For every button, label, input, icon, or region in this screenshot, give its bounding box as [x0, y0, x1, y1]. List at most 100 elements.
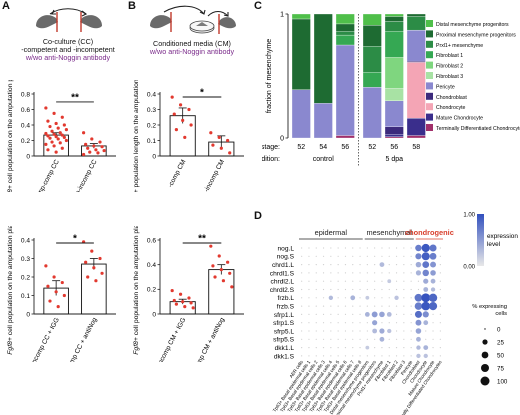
d-dot — [337, 305, 339, 307]
a-bottom-ytick-label: 0 — [26, 311, 30, 318]
panel-letter-c: C — [254, 0, 262, 12]
c-legend-label: Fibroblast 2 — [436, 64, 463, 70]
d-dot — [315, 272, 317, 274]
d-gene-label: nog.S — [277, 254, 295, 261]
b-bottom-point — [217, 254, 221, 258]
c-bar-segment — [384, 88, 404, 101]
a-top-point — [58, 131, 62, 135]
d-dot — [403, 355, 405, 357]
d-dot — [395, 347, 398, 349]
b-top-ytick-label: 0.1 — [147, 138, 156, 145]
d-dot — [374, 297, 376, 299]
d-dot — [352, 264, 354, 266]
d-dot — [359, 288, 361, 291]
d-dot — [423, 345, 429, 350]
d-dot — [352, 355, 354, 357]
c-legend-swatch — [426, 72, 433, 79]
d-dot — [330, 347, 332, 349]
panel-letter-d: D — [254, 210, 262, 222]
d-dot — [374, 305, 376, 307]
a-top-point — [64, 128, 68, 132]
d-gene-label: chrdl2.S — [270, 287, 295, 294]
d-color-tick: 0.00 — [463, 265, 475, 271]
d-dot — [395, 280, 398, 282]
c-legend-label: Pericyte — [436, 84, 455, 90]
d-dot — [352, 288, 354, 291]
d-dot — [301, 255, 303, 257]
a-bottom-ylabel-rest: cell population on the amputation plane … — [7, 226, 14, 337]
b-bottom-ytick-label: 0.2 — [147, 287, 156, 294]
d-dot — [423, 353, 428, 359]
c-bar-segment — [406, 29, 426, 62]
d-dot — [432, 338, 434, 340]
b-top-ytick-label: 0.2 — [147, 122, 156, 129]
d-dot — [439, 288, 441, 291]
b-bottom-point — [178, 292, 183, 296]
d-size-dot — [481, 351, 489, 359]
a-bottom-point — [92, 266, 96, 270]
d-dot — [308, 255, 310, 257]
d-gene-label: nog.L — [277, 245, 294, 252]
panel-letter-b: B — [128, 0, 136, 12]
panel-a-caption-3: w/wo anti-Noggin antibody — [25, 53, 111, 62]
d-dot — [366, 338, 368, 340]
d-dot — [322, 264, 325, 266]
d-dot — [301, 264, 303, 266]
c-bar-segment — [291, 18, 311, 90]
a-bottom-point — [94, 279, 98, 283]
d-dot — [337, 255, 339, 257]
a-top-point — [48, 124, 52, 129]
d-dot — [395, 313, 398, 315]
c-legend-label: Chondrocyte — [436, 105, 466, 111]
d-size-tick: 50 — [497, 352, 504, 359]
d-dot — [403, 305, 405, 307]
a-bottom-point — [86, 275, 90, 279]
d-dot — [439, 355, 441, 357]
c-legend-label: Mature Chondrocyte — [436, 116, 483, 122]
a-top-ylabel-gene: Fgf8+ — [7, 185, 14, 192]
a-top-point — [54, 135, 58, 139]
d-size-dot — [484, 328, 486, 330]
d-dot — [301, 272, 303, 274]
d-dot — [415, 244, 422, 252]
d-dot — [315, 288, 317, 291]
b-top-category-label-1: -comp CM — [167, 159, 187, 189]
d-dot — [352, 338, 354, 340]
d-dot — [337, 272, 339, 274]
d-dot — [374, 288, 376, 291]
d-dot — [352, 330, 354, 332]
c-legend-label: Fibroblast 1 — [436, 53, 463, 59]
d-dot — [388, 297, 390, 299]
c-bar-segment — [335, 34, 355, 46]
b-bottom-ylabel: Fgf8+ cell population on the amputation … — [133, 226, 140, 355]
a-bottom-point — [48, 299, 52, 303]
d-dot — [308, 330, 310, 332]
d-dot — [395, 272, 398, 274]
d-dot — [359, 272, 361, 274]
d-dot — [415, 319, 422, 326]
b-bottom-point — [181, 300, 185, 304]
d-gene-label: dkk1.S — [274, 353, 295, 360]
d-dot — [322, 272, 325, 274]
d-dot — [374, 338, 376, 340]
d-dot — [410, 272, 412, 274]
d-dot — [344, 272, 347, 274]
d-dot — [301, 305, 303, 307]
c-bar-segment — [406, 13, 426, 17]
a-top-point — [86, 146, 90, 150]
d-dot — [337, 313, 339, 315]
d-dot — [308, 338, 310, 340]
a-top-ytick-label: 0 — [26, 153, 30, 160]
a-bottom-point — [46, 284, 50, 288]
d-dot — [315, 280, 317, 282]
c-legend-swatch — [426, 124, 433, 131]
d-dot — [410, 280, 412, 282]
d-dot — [395, 247, 398, 249]
a-top-point — [52, 111, 56, 115]
d-dot — [410, 247, 412, 249]
d-dot — [410, 338, 412, 340]
d-dot — [439, 347, 441, 349]
c-legend-swatch — [426, 20, 433, 27]
a-top-category-label-2: comp-incomp CC — [69, 158, 99, 192]
d-dot — [344, 297, 347, 299]
